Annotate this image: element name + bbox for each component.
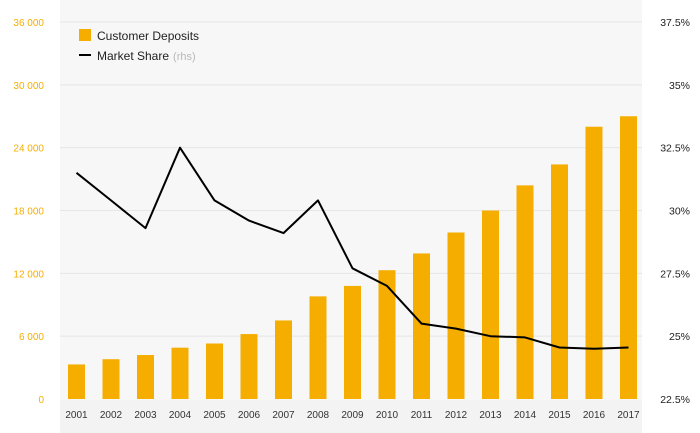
deposit-bar xyxy=(378,270,396,399)
left-tick-label: 30 000 xyxy=(13,81,44,92)
x-tick-label: 2011 xyxy=(411,410,433,421)
left-axis-ticks: 0 6 000 12 000 18 000 24 000 30 000 36 000 xyxy=(13,18,44,406)
x-tick-label: 2017 xyxy=(617,410,640,421)
deposit-bar xyxy=(240,334,258,399)
deposit-bar xyxy=(275,320,292,399)
deposit-bar xyxy=(620,116,637,399)
right-tick-label: 35% xyxy=(669,80,690,92)
deposit-bars xyxy=(68,116,637,399)
left-tick-label: 24 000 xyxy=(13,144,44,155)
deposit-bar xyxy=(102,359,120,399)
deposit-bar xyxy=(585,126,603,399)
left-tick-label: 36 000 xyxy=(13,18,44,29)
x-tick-label: 2013 xyxy=(479,410,502,421)
legend-line-name: Market Share xyxy=(97,49,169,63)
deposit-bar xyxy=(482,210,499,399)
left-tick-label: 18 000 xyxy=(13,207,44,218)
x-tick-label: 2001 xyxy=(65,410,88,421)
deposit-bar xyxy=(551,164,568,399)
legend-bar-label: Customer Deposits xyxy=(97,29,199,43)
x-tick-label: 2009 xyxy=(341,410,364,421)
right-tick-label: 27.5% xyxy=(660,268,690,280)
x-tick-label: 2015 xyxy=(548,410,571,421)
x-tick-label: 2007 xyxy=(272,410,295,421)
right-tick-label: 32.5% xyxy=(660,143,690,155)
x-tick-label: 2010 xyxy=(376,410,399,421)
left-tick-label: 0 xyxy=(38,395,44,406)
deposit-bar xyxy=(68,364,85,399)
legend-bar-swatch xyxy=(79,29,91,41)
deposit-bar xyxy=(137,355,154,399)
deposit-bar xyxy=(206,343,223,399)
right-axis-ticks: 22.5% 25% 27.5% 30% 32.5% 35% 37.5% xyxy=(660,17,690,406)
deposit-bar xyxy=(516,185,534,399)
x-tick-label: 2005 xyxy=(203,410,226,421)
market-share-line xyxy=(75,146,629,350)
legend-line-label: Market Share (rhs) xyxy=(97,49,196,63)
x-axis-band xyxy=(60,400,642,433)
x-tick-label: 2016 xyxy=(583,410,606,421)
x-axis-ticks: 2001 2002 2003 2004 2005 2006 2007 2008 2009 2010… xyxy=(65,410,640,421)
left-tick-label: 6 000 xyxy=(19,332,44,343)
x-tick-label: 2003 xyxy=(134,410,157,421)
deposit-bar xyxy=(344,285,361,399)
x-tick-label: 2014 xyxy=(514,410,537,421)
right-tick-label: 25% xyxy=(669,331,690,343)
deposit-bar xyxy=(413,253,430,399)
legend: Customer Deposits Market Share (rhs) xyxy=(79,29,199,63)
deposit-bar xyxy=(171,347,189,399)
right-tick-label: 30% xyxy=(669,206,690,218)
deposit-bar xyxy=(309,296,327,399)
x-tick-label: 2004 xyxy=(169,410,192,421)
deposit-bar xyxy=(447,232,465,399)
x-tick-label: 2002 xyxy=(100,410,123,421)
legend-line-suffix: (rhs) xyxy=(173,51,196,63)
x-tick-label: 2008 xyxy=(307,410,330,421)
right-tick-label: 22.5% xyxy=(660,394,690,406)
x-tick-label: 2012 xyxy=(445,410,468,421)
left-tick-label: 12 000 xyxy=(13,269,44,280)
right-tick-label: 37.5% xyxy=(660,17,690,29)
x-tick-label: 2006 xyxy=(238,410,261,421)
